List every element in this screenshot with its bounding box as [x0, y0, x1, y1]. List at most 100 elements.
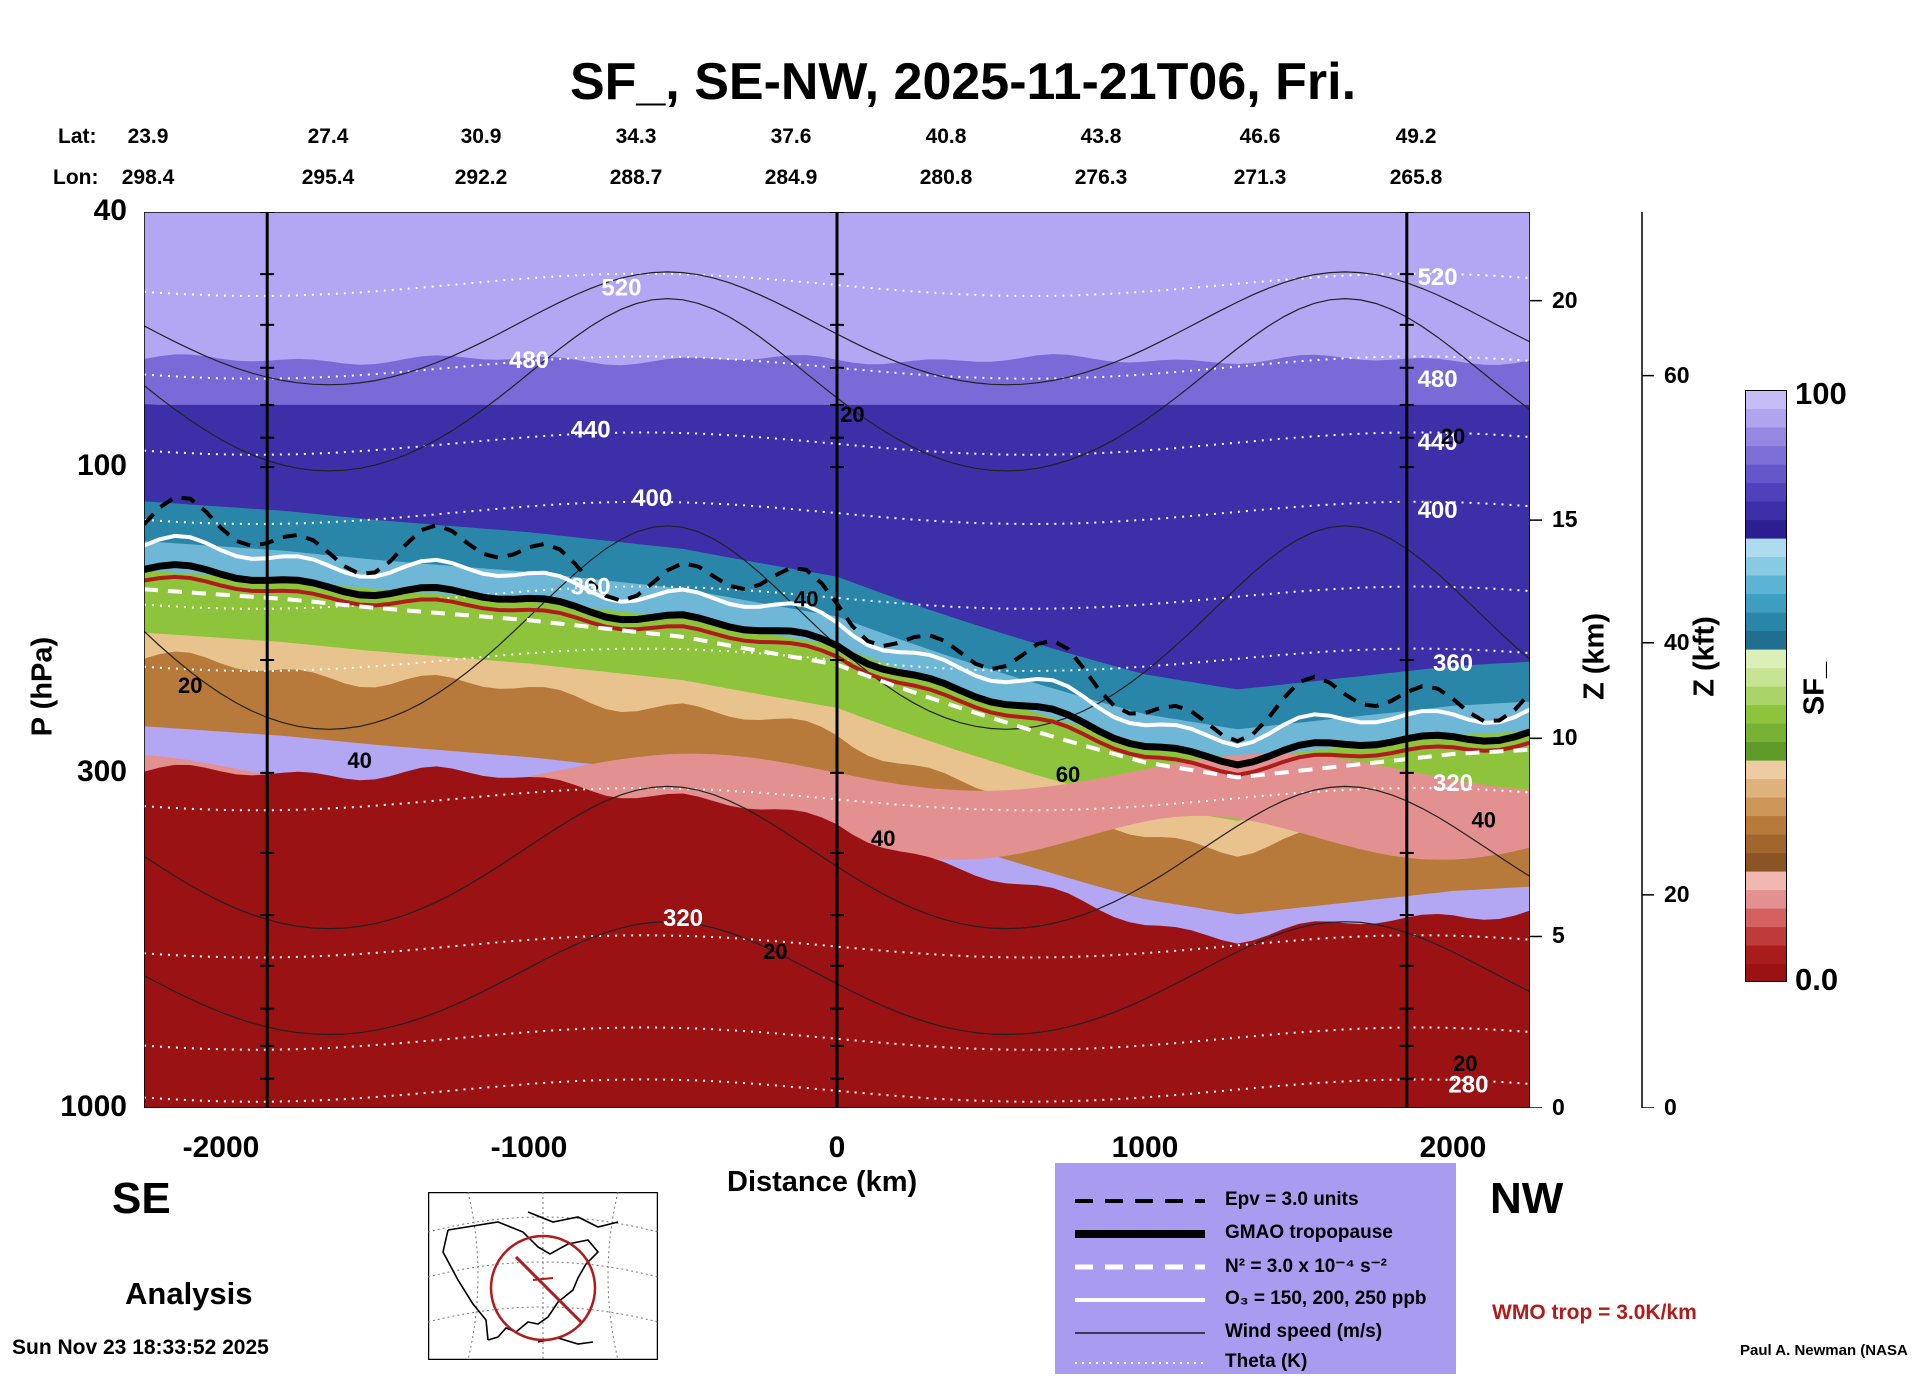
- legend-row-o3: O₃ = 150, 200, 250 ppb: [1055, 1284, 1456, 1316]
- lat-value: 34.3: [615, 125, 657, 148]
- theta-label: 320: [1433, 770, 1473, 797]
- colorbar-swatch: [1745, 797, 1787, 817]
- colorbar-swatch: [1745, 889, 1787, 909]
- colorbar-swatch: [1745, 871, 1787, 891]
- z-km-label: Z (km): [1578, 613, 1611, 700]
- lat-value: 27.4: [307, 125, 349, 148]
- z-kft-tick-label: 0: [1664, 1094, 1677, 1120]
- z-km-tick-label: 0: [1552, 1094, 1565, 1120]
- wind-label: 20: [178, 673, 202, 698]
- map-range-circle: [489, 1234, 597, 1342]
- colorbar-swatch: [1745, 704, 1787, 724]
- legend-wind-label: Wind speed (m/s): [1225, 1321, 1383, 1342]
- pressure-tick-label: 100: [76, 449, 127, 483]
- legend-row-epv: Epv = 3.0 units: [1055, 1185, 1456, 1217]
- theta-label: 520: [601, 275, 641, 302]
- legend-row-tropopause: GMAO tropopause: [1055, 1218, 1456, 1250]
- z-km-tick-label: 20: [1552, 286, 1578, 313]
- colorbar-swatch: [1745, 593, 1787, 613]
- colorbar-swatch: [1745, 464, 1787, 484]
- colorbar-swatch: [1745, 686, 1787, 706]
- colorbar-swatch: [1745, 575, 1787, 595]
- colorbar-swatch: [1745, 538, 1787, 558]
- lon-value: 284.9: [764, 166, 818, 189]
- distance-tick-label: 1000: [1111, 1131, 1179, 1164]
- wind-label: 40: [794, 586, 818, 611]
- pressure-tick-label: 40: [93, 194, 127, 227]
- legend-tropopause-label: GMAO tropopause: [1225, 1222, 1393, 1243]
- lon-value: 280.8: [919, 166, 973, 189]
- colorbar-swatch: [1745, 408, 1787, 428]
- theta-label: 400: [1418, 497, 1458, 524]
- colorbar-swatch: [1745, 630, 1787, 650]
- colorbar-min: 0.0: [1795, 962, 1839, 997]
- z-kft-label: Z (kft): [1688, 616, 1721, 697]
- legend-row-n2: N² = 3.0 x 10⁻⁴ s⁻²: [1055, 1251, 1456, 1283]
- colorbar-swatch: [1745, 852, 1787, 872]
- theta-label: 360: [1433, 650, 1473, 677]
- colorbar-swatch: [1745, 390, 1787, 410]
- theta-label: 400: [632, 485, 672, 512]
- lon-value: 288.7: [609, 166, 663, 189]
- timestamp: Sun Nov 23 18:33:52 2025: [12, 1336, 269, 1359]
- lon-value: 276.3: [1074, 166, 1128, 189]
- lat-label: Lat:: [58, 125, 97, 148]
- lon-value: 265.8: [1389, 166, 1443, 189]
- legend-epv-label: Epv = 3.0 units: [1225, 1189, 1359, 1210]
- theta-label: 360: [571, 573, 611, 600]
- distance-tick-label: 2000: [1419, 1131, 1487, 1164]
- colorbar-swatch: [1745, 501, 1787, 521]
- theta-label: 320: [663, 905, 703, 932]
- nw-label: NW: [1490, 1174, 1564, 1223]
- lat-value: 40.8: [925, 125, 967, 148]
- colorbar-swatch: [1745, 741, 1787, 761]
- colorbar-swatch: [1745, 963, 1787, 982]
- wmo-note: WMO trop = 3.0K/km: [1492, 1301, 1697, 1324]
- lat-value: 23.9: [127, 125, 169, 148]
- wind-label: 20: [840, 402, 864, 427]
- distance-tick-label: 0: [828, 1131, 846, 1164]
- colorbar-swatch: [1745, 945, 1787, 965]
- pressure-tick-label: 1000: [60, 1090, 127, 1123]
- z-kft-tick-label: 20: [1664, 880, 1690, 907]
- wind-label: 60: [1056, 762, 1080, 787]
- cross-section-plot: 520480440400360320280520480440400360320 …: [144, 212, 1530, 1108]
- wind-label: 40: [871, 826, 895, 851]
- colorbar-swatch: [1745, 667, 1787, 687]
- wind-label: 40: [1472, 807, 1496, 832]
- colorbar-swatch: [1745, 815, 1787, 835]
- colorbar-swatch: [1745, 649, 1787, 669]
- colorbar-swatch: [1745, 834, 1787, 854]
- lon-label: Lon:: [53, 166, 99, 189]
- legend-theta-label: Theta (K): [1225, 1351, 1308, 1372]
- y-axis-label: P (hPa): [26, 636, 59, 737]
- theta-label: 440: [1418, 429, 1458, 456]
- wind-label: 20: [763, 939, 787, 964]
- z-km-axis-ticks: [1530, 299, 1542, 1108]
- colorbar-swatch: [1745, 445, 1787, 465]
- theta-label: 480: [1418, 366, 1458, 393]
- legend-row-theta: Theta (K): [1055, 1347, 1456, 1379]
- colorbar-swatch: [1745, 556, 1787, 576]
- colorbar-swatch: [1745, 612, 1787, 632]
- theta-labels: 520 480 440 400 360 320 280 520 480 440 400 360 320: [509, 264, 1488, 1098]
- wind-label: 20: [1453, 1051, 1477, 1076]
- colorbar-swatch: [1745, 760, 1787, 780]
- z-km-tick-label: 5: [1552, 922, 1565, 949]
- analysis-label: Analysis: [125, 1276, 253, 1311]
- locator-map: [428, 1192, 658, 1360]
- map-transect-line: [514, 1255, 583, 1324]
- legend-box: Epv = 3.0 units GMAO tropopause N² = 3.0…: [1055, 1163, 1456, 1374]
- wind-labels: 20 40 20 40 60 40 20 40 20 20: [178, 402, 1496, 1076]
- colorbar: [1745, 390, 1787, 982]
- theta-label: 280: [1448, 1071, 1488, 1098]
- lat-value: 49.2: [1395, 125, 1437, 148]
- lon-value: 271.3: [1233, 166, 1287, 189]
- lon-value: 295.4: [301, 166, 355, 189]
- theta-label: 480: [509, 347, 549, 374]
- colorbar-swatch: [1745, 723, 1787, 743]
- theta-label: 520: [1418, 264, 1458, 291]
- colorbar-swatch: [1745, 482, 1787, 502]
- se-label: SE: [112, 1174, 171, 1223]
- pressure-tick-label: 300: [76, 754, 127, 788]
